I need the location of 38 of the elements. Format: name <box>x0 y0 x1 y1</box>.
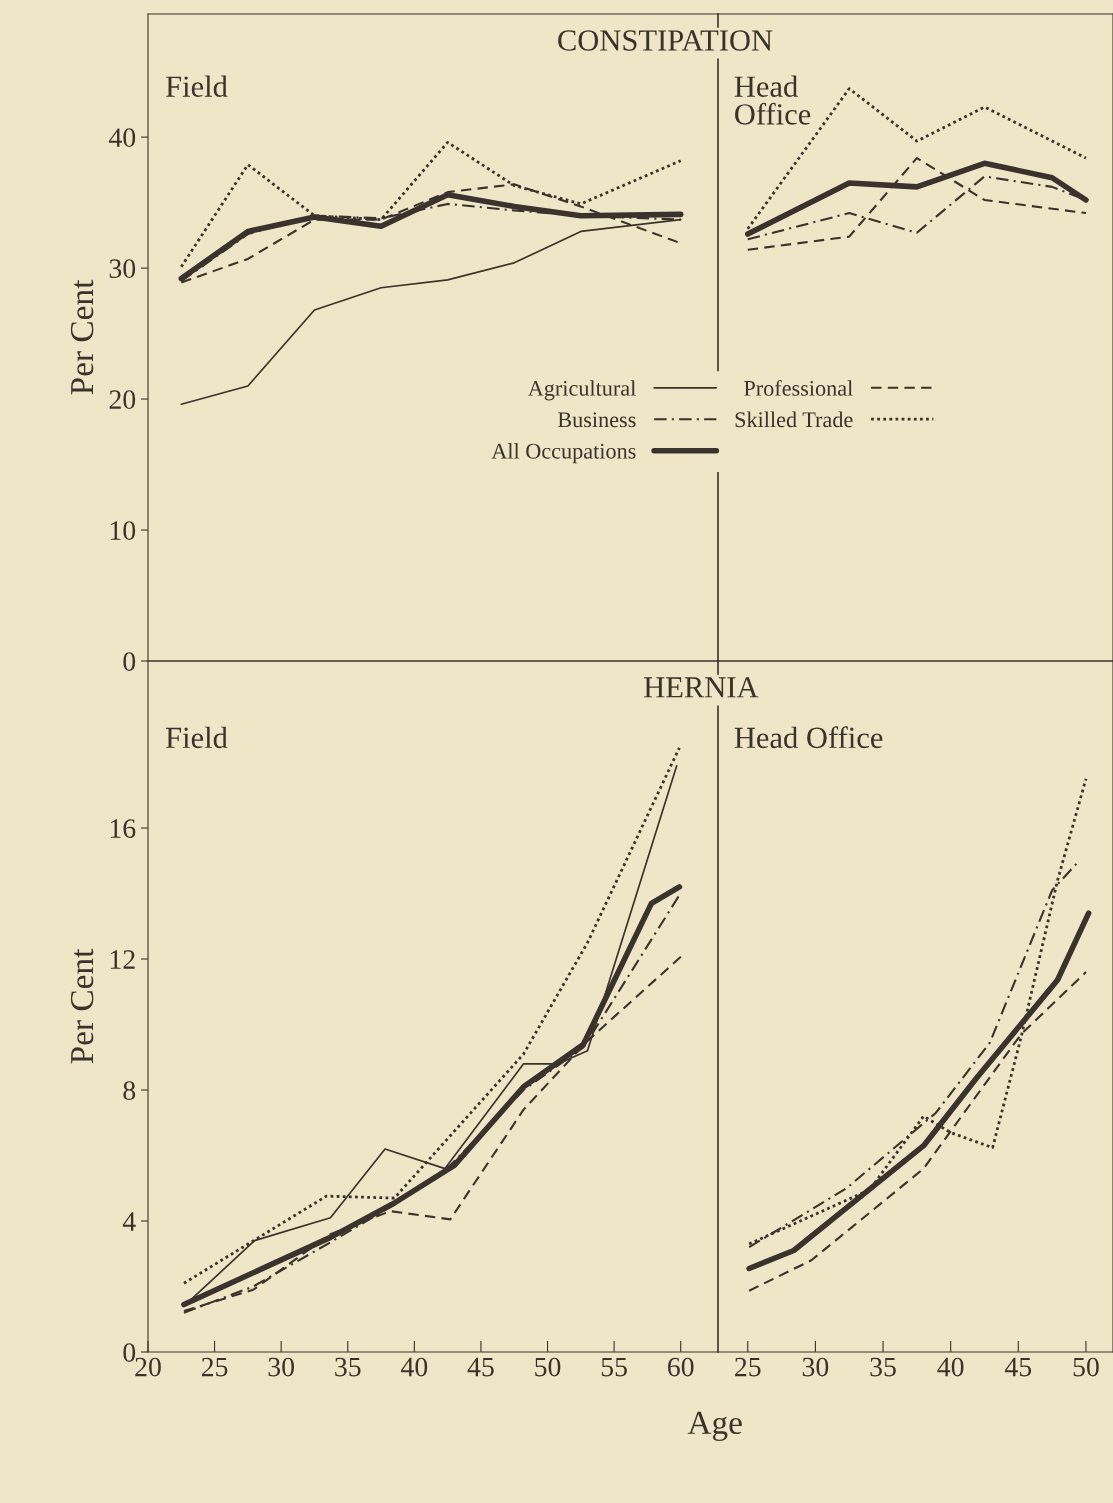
y-tick-label: 20 <box>109 390 136 409</box>
x-tick-label: 55 <box>601 1357 627 1377</box>
legend-label: Skilled Trade <box>735 411 853 428</box>
y-tick-label: 16 <box>110 819 136 838</box>
text: Field <box>165 726 228 749</box>
x-tick-label: 30 <box>268 1357 295 1377</box>
x-axis-title: Age <box>687 1411 742 1441</box>
y-axis-title: Per Cent <box>70 279 94 395</box>
y-tick-label: 30 <box>109 259 136 278</box>
chart-title: HERNIA <box>644 677 759 698</box>
x-tick-label: 50 <box>1073 1357 1099 1377</box>
x-tick-label: 60 <box>668 1357 694 1377</box>
text: Field <box>165 75 228 97</box>
legend-label: Business <box>557 412 636 428</box>
legend-label: Professional <box>744 379 853 396</box>
x-tick-label: 35 <box>335 1357 361 1377</box>
x-tick-label: 40 <box>937 1357 964 1377</box>
x-tick-label: 35 <box>870 1357 896 1377</box>
x-tick-label: 30 <box>802 1357 829 1377</box>
y-tick-label: 40 <box>108 128 136 148</box>
y-tick-label: 0 <box>123 1343 136 1362</box>
y-axis-title: Per Cent <box>70 948 94 1064</box>
legend-label: Agricultural <box>527 380 636 401</box>
text: Head Office <box>734 75 811 125</box>
x-tick-label: 25 <box>735 1357 761 1377</box>
x-tick-label: 45 <box>467 1357 494 1377</box>
chart-title: CONSTIPATION <box>558 30 773 51</box>
legend-label: All Occupations <box>491 443 636 464</box>
x-tick-label: 40 <box>401 1357 428 1377</box>
y-tick-label: 0 <box>123 652 136 671</box>
y-tick-label: 4 <box>122 1212 136 1231</box>
x-tick-label: 50 <box>535 1357 561 1377</box>
y-tick-label: 12 <box>110 950 135 969</box>
y-tick-label: 10 <box>110 521 136 540</box>
x-tick-label: 45 <box>1004 1357 1032 1377</box>
text: Head Office <box>734 726 883 749</box>
x-tick-label: 25 <box>201 1357 228 1377</box>
y-tick-label: 8 <box>123 1081 136 1100</box>
